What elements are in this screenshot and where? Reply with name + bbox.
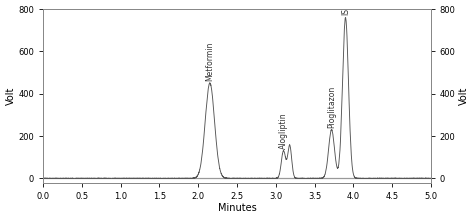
Text: Pioglitazon: Pioglitazon (327, 85, 336, 128)
Y-axis label: Volt: Volt (458, 87, 468, 105)
Y-axis label: Volt: Volt (6, 87, 16, 105)
Text: Alogliptin: Alogliptin (279, 112, 288, 149)
Text: IS: IS (341, 8, 350, 15)
Text: Metformin: Metformin (205, 42, 214, 81)
X-axis label: Minutes: Minutes (218, 203, 256, 214)
